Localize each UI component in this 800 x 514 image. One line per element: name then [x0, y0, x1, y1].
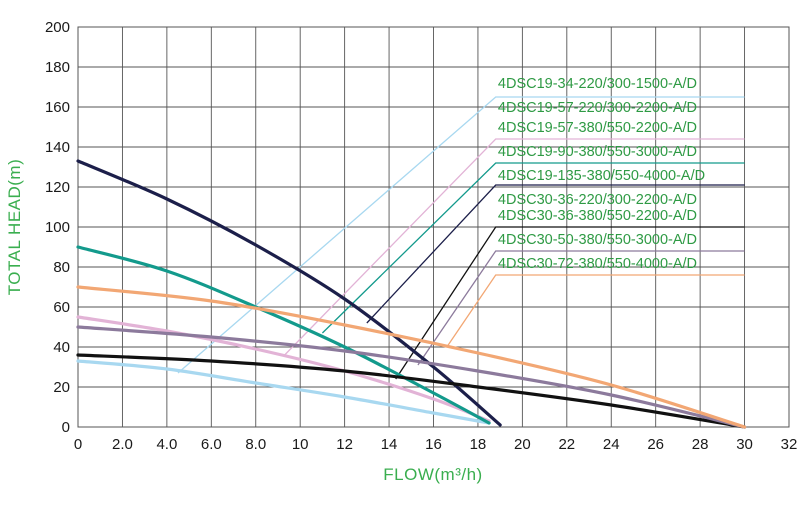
- legend-leader-line: [446, 274, 745, 348]
- y-tick-label: 120: [45, 179, 70, 196]
- legend-label: 4DSC19-90-380/550-3000-A/D: [498, 144, 697, 160]
- series-curves: [76, 159, 747, 429]
- x-axis-label: FLOW(m³/h): [383, 465, 482, 484]
- legend-label: 4DSC19-57-380/550-2200-A/D: [498, 120, 697, 136]
- legend-label: 4DSC19-34-220/300-1500-A/D: [498, 76, 697, 92]
- y-tick-label: 160: [45, 99, 70, 116]
- x-tick-label: 22: [558, 436, 575, 453]
- legend-label: 4DSC30-36-380/550-2200-A/D: [498, 208, 697, 224]
- y-axis-label: TOTAL HEAD(m): [5, 159, 24, 296]
- legend-leader-line: [366, 184, 745, 324]
- legend-label: 4DSC19-135-380/550-4000-A/D: [498, 168, 705, 184]
- x-tick-label: 24: [603, 436, 620, 453]
- y-tick-label: 180: [45, 59, 70, 76]
- x-tick-label: 26: [647, 436, 664, 453]
- legend-label: 4DSC30-50-380/550-3000-A/D: [498, 232, 697, 248]
- x-tick-label: 20: [514, 436, 531, 453]
- legend-label: 4DSC30-72-380/550-4000-A/D: [498, 256, 697, 272]
- y-tick-label: 200: [45, 19, 70, 36]
- legend-leader-lines: [177, 96, 745, 380]
- y-tick-label: 80: [53, 259, 70, 276]
- series-curve: [76, 285, 747, 429]
- x-tick-label: 6.0: [201, 436, 222, 453]
- legend-leader-line: [177, 96, 745, 374]
- y-tick-label: 20: [53, 379, 70, 396]
- y-tick-label: 40: [53, 339, 70, 356]
- legend-leader-line: [395, 226, 745, 380]
- legend-label: 4DSC30-36-220/300-2200-A/D: [498, 192, 697, 208]
- x-tick-label: 8.0: [245, 436, 266, 453]
- x-tick-label: 18: [470, 436, 487, 453]
- series-curve: [76, 359, 491, 425]
- x-tick-label: 12: [336, 436, 353, 453]
- y-tick-label: 140: [45, 139, 70, 156]
- series-curve: [76, 325, 747, 429]
- series-curve: [76, 159, 502, 427]
- legend-leader-line: [321, 162, 745, 334]
- legend-leader-line: [417, 250, 745, 366]
- legend-leader-line: [284, 138, 745, 356]
- x-tick-label: 32: [781, 436, 798, 453]
- y-tick-label: 0: [62, 419, 70, 436]
- x-tick-label: 30: [736, 436, 753, 453]
- x-tick-label: 16: [425, 436, 442, 453]
- x-tick-label: 28: [692, 436, 709, 453]
- x-tick-label: 10: [292, 436, 309, 453]
- series-curve: [76, 353, 747, 429]
- tick-labels: 0 2.0 4.0 6.0 8.0 10 12 14 16 18 20 22 24 26 28 30 32 0 20…: [45, 19, 797, 453]
- y-tick-label: 100: [45, 219, 70, 236]
- legend-label: 4DSC19-57-220/300-2200-A/D: [498, 100, 697, 116]
- x-tick-label: 4.0: [156, 436, 177, 453]
- x-tick-label: 14: [381, 436, 398, 453]
- series-curve: [76, 315, 491, 423]
- series-curve: [76, 245, 491, 425]
- x-tick-label: 0: [74, 436, 82, 453]
- y-tick-label: 60: [53, 299, 70, 316]
- legend: 4DSC19-34-220/300-1500-A/D 4DSC19-57-220/…: [498, 76, 705, 272]
- x-tick-label: 2.0: [112, 436, 133, 453]
